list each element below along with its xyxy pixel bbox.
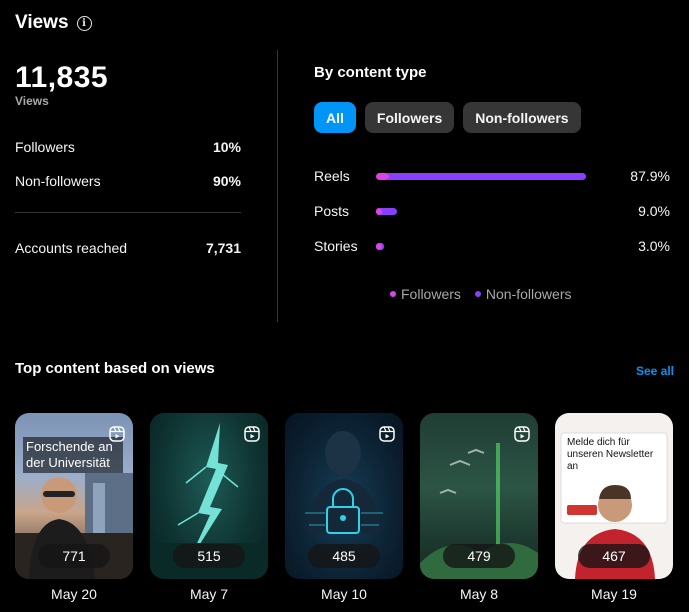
bar-followers bbox=[376, 243, 382, 250]
type-percent: 87.9% bbox=[630, 168, 670, 184]
bar-non-followers bbox=[384, 173, 586, 180]
type-label: Stories bbox=[314, 238, 358, 254]
legend-dot bbox=[474, 291, 481, 297]
page-header: Views i bbox=[15, 12, 92, 34]
views-total-label: Views bbox=[15, 94, 49, 108]
view-count: 515 bbox=[173, 544, 245, 568]
type-label: Posts bbox=[314, 203, 350, 219]
views-summary: 11,835 Views Followers 10% Non-followers… bbox=[15, 60, 241, 256]
views-total: 11,835 bbox=[15, 61, 109, 94]
type-bar bbox=[376, 173, 586, 180]
reel-icon bbox=[244, 426, 260, 442]
thumbnail-image bbox=[305, 431, 383, 534]
stat-value: 7,731 bbox=[205, 240, 241, 256]
filter-chip-non-followers[interactable]: Non-followers bbox=[463, 102, 581, 133]
card-date: May 8 bbox=[459, 586, 499, 602]
section-title: By content type bbox=[314, 64, 427, 81]
legend-label: Followers bbox=[401, 286, 461, 302]
type-bar bbox=[376, 208, 586, 215]
filter-chip-followers[interactable]: Followers bbox=[364, 102, 455, 133]
content-card[interactable]: 485 bbox=[285, 413, 403, 579]
content-card[interactable]: Melde dich für unseren Newsletter an 467 bbox=[555, 413, 673, 579]
legend-dot bbox=[390, 291, 396, 297]
stat-value: 10% bbox=[212, 139, 241, 155]
bar-followers bbox=[376, 173, 389, 180]
stat-row-followers: Followers 10% bbox=[15, 139, 241, 155]
bar-followers bbox=[376, 208, 383, 215]
content-card[interactable]: 479 bbox=[420, 413, 538, 579]
thumbnail-caption: Forschende an der Universität bbox=[23, 437, 123, 473]
legend-item-non-followers: Non-followers bbox=[474, 286, 572, 302]
info-icon[interactable]: i bbox=[76, 15, 92, 31]
stat-value: 90% bbox=[212, 173, 241, 189]
filter-chips: All Followers Non-followers bbox=[314, 102, 581, 133]
type-percent: 3.0% bbox=[638, 238, 670, 254]
thumbnail-caption: Melde dich für unseren Newsletter an bbox=[567, 437, 654, 472]
reel-icon bbox=[379, 426, 395, 442]
bar-non-followers bbox=[378, 208, 398, 215]
divider bbox=[15, 212, 241, 213]
stat-label: Accounts reached bbox=[15, 240, 128, 256]
vertical-divider bbox=[277, 50, 278, 322]
content-card[interactable]: Forschende an der Universität 771 bbox=[15, 413, 133, 579]
type-row-reels: Reels 87.9% bbox=[314, 166, 670, 186]
legend-label: Non-followers bbox=[485, 286, 572, 302]
stat-label: Non-followers bbox=[15, 173, 101, 189]
card-date: May 20 bbox=[51, 586, 97, 602]
view-count: 479 bbox=[443, 544, 515, 568]
type-bar bbox=[376, 243, 586, 250]
type-row-posts: Posts 9.0% bbox=[314, 201, 670, 221]
stat-row-accounts-reached: Accounts reached 7,731 bbox=[15, 240, 241, 256]
card-date: May 10 bbox=[321, 586, 367, 602]
content-card[interactable]: 515 bbox=[150, 413, 268, 579]
view-count: 771 bbox=[38, 544, 110, 568]
page-title: Views bbox=[15, 12, 69, 33]
legend: Followers Non-followers bbox=[390, 286, 572, 302]
see-all-link[interactable]: See all bbox=[635, 364, 674, 378]
stat-row-non-followers: Non-followers 90% bbox=[15, 173, 241, 189]
view-count: 485 bbox=[308, 544, 380, 568]
view-count: 467 bbox=[578, 544, 650, 568]
type-label: Reels bbox=[314, 168, 350, 184]
card-date: May 19 bbox=[591, 586, 637, 602]
filter-chip-all[interactable]: All bbox=[314, 102, 356, 133]
type-row-stories: Stories 3.0% bbox=[314, 236, 670, 256]
reel-icon bbox=[514, 426, 530, 442]
top-content-title: Top content based on views bbox=[15, 360, 215, 377]
type-percent: 9.0% bbox=[638, 203, 670, 219]
legend-item-followers: Followers bbox=[390, 286, 461, 302]
by-content-type: By content type All Followers Non-follow… bbox=[314, 64, 674, 302]
stat-label: Followers bbox=[15, 139, 75, 155]
card-date: May 7 bbox=[189, 586, 229, 602]
reel-icon bbox=[109, 426, 125, 442]
